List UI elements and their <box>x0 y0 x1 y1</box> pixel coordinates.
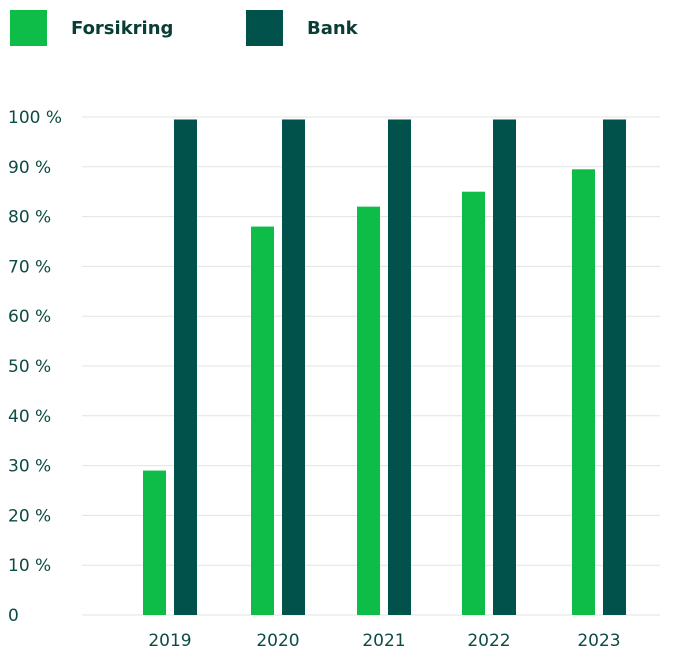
x-tick-label-2019: 2019 <box>148 631 191 651</box>
x-axis-ticks: 2019 2020 2021 2022 2023 <box>148 631 620 651</box>
bar-forsikring-2020 <box>251 226 274 615</box>
y-tick-label: 0 <box>8 606 19 626</box>
x-tick-label-2021: 2021 <box>362 631 405 651</box>
y-tick-label: 20 % <box>8 506 51 526</box>
y-tick-label: 90 % <box>8 158 51 178</box>
bar-bank-2020 <box>282 119 305 616</box>
x-tick-label-2020: 2020 <box>256 631 299 651</box>
y-tick-label: 40 % <box>8 407 51 427</box>
legend-label-forsikring: Forsikring <box>71 17 174 39</box>
legend-item-forsikring: Forsikring <box>10 10 173 46</box>
legend: Forsikring Bank <box>0 0 676 60</box>
y-tick-label: 60 % <box>8 307 51 327</box>
legend-item-bank: Bank <box>246 10 358 46</box>
bar-forsikring-2022 <box>462 191 485 615</box>
bar-forsikring-2019 <box>143 470 166 615</box>
y-tick-label: 80 % <box>8 208 51 228</box>
bar-bank-2022 <box>493 119 516 616</box>
y-tick-label: 10 % <box>8 556 51 576</box>
legend-swatch-forsikring <box>10 10 47 46</box>
bars <box>143 119 626 616</box>
y-tick-label: 30 % <box>8 457 51 477</box>
bar-forsikring-2021 <box>357 206 380 615</box>
y-tick-label: 100 % <box>8 108 62 128</box>
y-tick-label: 70 % <box>8 257 51 277</box>
x-tick-label-2022: 2022 <box>467 631 510 651</box>
legend-label-bank: Bank <box>307 17 358 39</box>
bar-bank-2019 <box>174 119 197 616</box>
bar-bank-2023 <box>603 119 626 616</box>
bar-bank-2021 <box>388 119 411 616</box>
legend-swatch-bank <box>246 10 283 46</box>
y-axis-ticks: 0 10 % 20 % 30 % 40 % 50 % 60 % 70 % 80 % 90 % 100… <box>8 108 62 626</box>
bar-forsikring-2023 <box>572 169 595 616</box>
x-tick-label-2023: 2023 <box>577 631 620 651</box>
y-tick-label: 50 % <box>8 357 51 377</box>
